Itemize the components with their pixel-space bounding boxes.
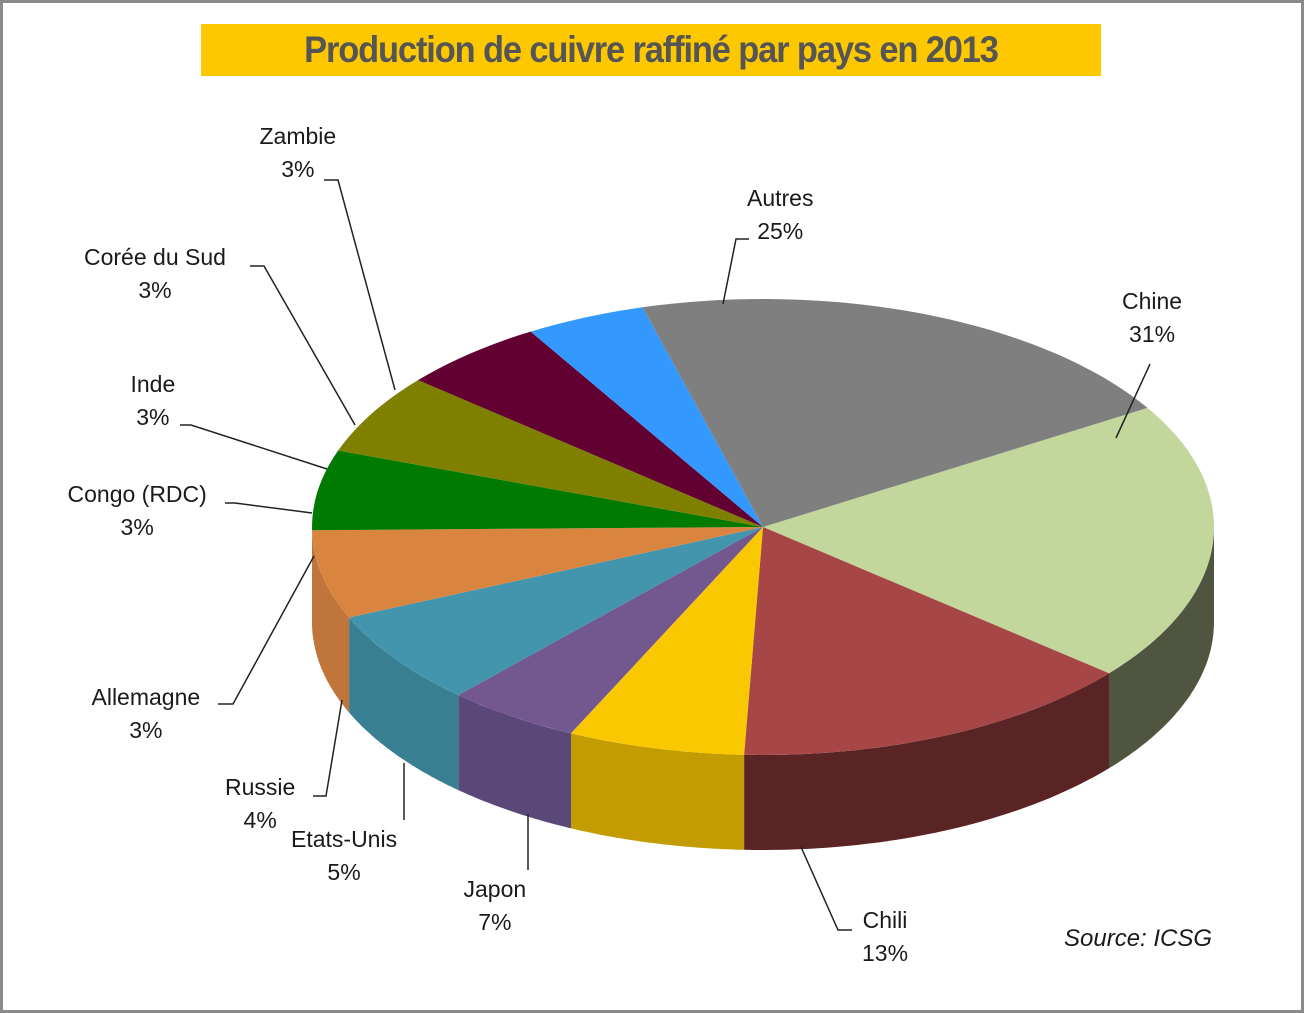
- chart-title-box: Production de cuivre raffiné par pays en…: [201, 24, 1101, 76]
- pie-side-2: [571, 733, 745, 850]
- slice-label-name: Japon: [463, 876, 527, 902]
- slice-label: Zambie 3%: [260, 120, 337, 186]
- leader-line: [313, 699, 343, 797]
- slice-label: Chili 13%: [862, 904, 908, 970]
- slice-label-percent: 31%: [1129, 321, 1176, 347]
- pie-side-4: [349, 617, 459, 791]
- pie-slice-cor-e-du-sud[interactable]: [418, 331, 763, 527]
- pie-slice-chine[interactable]: [763, 407, 1214, 674]
- slice-label: Congo (RDC) 3%: [68, 478, 207, 544]
- slice-label: Chine 31%: [1122, 285, 1182, 351]
- pie-slice-etats-unis[interactable]: [458, 527, 763, 734]
- leader-line: [722, 238, 749, 305]
- pie-side-0: [1109, 527, 1214, 769]
- slice-label: Corée du Sud 3%: [84, 241, 226, 307]
- slice-label: Inde 3%: [131, 368, 176, 434]
- slice-label-name: Chili: [862, 907, 908, 933]
- slice-label-percent: 3%: [136, 404, 170, 430]
- slice-label-percent: 3%: [281, 156, 315, 182]
- slice-label-percent: 25%: [757, 218, 804, 244]
- slice-label-name: Chine: [1122, 288, 1183, 314]
- slice-label-percent: 7%: [478, 909, 512, 935]
- slice-label-name: Etats-Unis: [291, 826, 398, 852]
- leader-lines: [180, 179, 1151, 931]
- slice-label: Autres 25%: [747, 182, 813, 248]
- pie-slice-zambie[interactable]: [530, 307, 763, 527]
- slice-label: Allemagne 3%: [92, 681, 201, 747]
- leader-line: [324, 179, 396, 391]
- slice-label-percent: 3%: [129, 717, 163, 743]
- pie-side-1: [744, 673, 1109, 850]
- pie-slice-japon[interactable]: [571, 527, 763, 755]
- slice-label-name: Zambie: [259, 123, 337, 149]
- leader-line: [180, 424, 328, 470]
- pie-sides: [312, 527, 1214, 850]
- slice-label-name: Congo (RDC): [67, 481, 207, 507]
- slice-label: Russie 4%: [225, 771, 295, 837]
- source-note: Source: ICSG: [1064, 925, 1213, 952]
- pie-slice-chili[interactable]: [744, 527, 1109, 755]
- slice-label-percent: 3%: [120, 514, 154, 540]
- slice-label-percent: 3%: [138, 277, 172, 303]
- pie-side-5: [312, 530, 350, 713]
- slice-label-name: Inde: [130, 371, 176, 397]
- slice-label-name: Allemagne: [91, 684, 201, 710]
- pie-side-3: [458, 695, 571, 829]
- pie-slice-inde[interactable]: [338, 380, 763, 527]
- slice-label-percent: 5%: [327, 859, 361, 885]
- slice-label-name: Corée du Sud: [84, 244, 226, 270]
- slice-label-percent: 13%: [862, 940, 909, 966]
- pie-top: [312, 299, 1214, 755]
- slice-label: Japon 7%: [464, 873, 527, 939]
- slice-label-name: Russie: [225, 774, 296, 800]
- pie-slice-autres[interactable]: [642, 299, 1148, 527]
- slice-label-percent: 4%: [243, 807, 277, 833]
- pie-slice-allemagne[interactable]: [312, 527, 763, 618]
- pie-slice-congo-rdc-[interactable]: [312, 450, 763, 531]
- slice-label: Etats-Unis 5%: [291, 823, 397, 889]
- pie-slice-russie[interactable]: [349, 527, 763, 696]
- leader-line: [250, 265, 356, 426]
- leader-line: [218, 555, 315, 705]
- slice-label-name: Autres: [747, 185, 814, 211]
- leader-line: [800, 846, 852, 931]
- leader-line: [225, 502, 313, 514]
- chart-title: Production de cuivre raffiné par pays en…: [304, 29, 999, 70]
- leader-line: [1115, 363, 1151, 439]
